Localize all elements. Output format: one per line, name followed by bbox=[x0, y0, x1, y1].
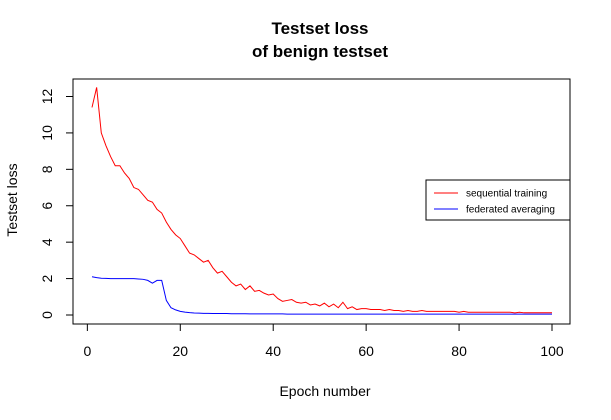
y-tick-label: 0 bbox=[39, 311, 55, 319]
series-line-2 bbox=[91, 276, 552, 315]
y-tick-label: 4 bbox=[39, 238, 55, 246]
series-line-1 bbox=[91, 87, 552, 314]
y-tick-label: 8 bbox=[39, 165, 55, 173]
x-tick-label: 100 bbox=[540, 343, 564, 359]
x-tick-label: 60 bbox=[358, 343, 374, 359]
legend: sequential training federated averaging bbox=[425, 179, 571, 221]
series-group bbox=[91, 87, 552, 315]
y-axis-label: Testset loss bbox=[4, 163, 20, 236]
chart-subtitle: of benign testset bbox=[252, 42, 388, 61]
chart-title: Testset loss bbox=[271, 19, 368, 38]
y-axis: 0 2 4 6 8 10 12 bbox=[39, 89, 74, 319]
legend-label-2: federated averaging bbox=[466, 205, 555, 216]
y-tick-label: 10 bbox=[39, 125, 55, 141]
x-axis-label: Epoch number bbox=[279, 383, 370, 399]
y-tick-label: 2 bbox=[39, 274, 55, 282]
legend-box bbox=[425, 179, 571, 221]
x-tick-label: 80 bbox=[451, 343, 467, 359]
y-tick-label: 12 bbox=[39, 89, 55, 105]
x-axis: 0 20 40 60 80 100 bbox=[83, 323, 564, 359]
x-tick-label: 20 bbox=[172, 343, 188, 359]
legend-label-1: sequential training bbox=[466, 189, 547, 200]
y-tick-label: 6 bbox=[39, 202, 55, 210]
x-tick-label: 40 bbox=[265, 343, 281, 359]
x-tick-label: 0 bbox=[83, 343, 91, 359]
